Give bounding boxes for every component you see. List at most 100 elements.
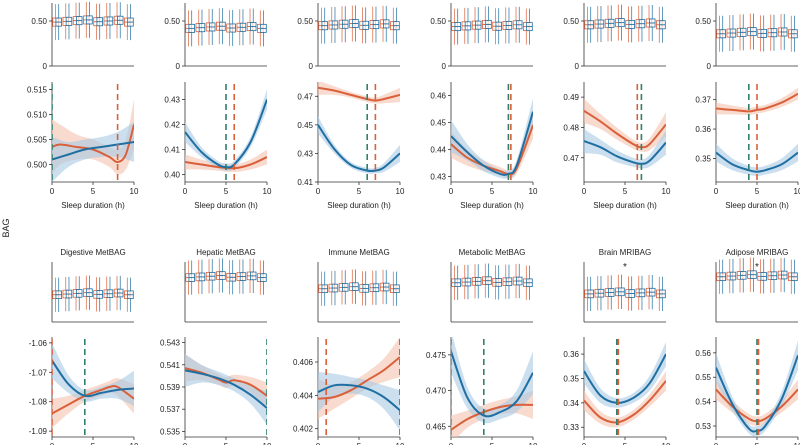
ci-band-blue: [318, 372, 400, 431]
x-tick-label: 5: [357, 442, 362, 445]
y-tick-label: 0.500: [27, 161, 48, 170]
y-tick-label: 0.465: [426, 422, 447, 431]
panel-r3-c3: 0.465 0.470 0.475 0 5 10: [426, 337, 538, 445]
x-axis-label: Sleep duration (h): [725, 201, 789, 210]
y-tick-label: 0.35: [563, 374, 579, 383]
plot-area: [451, 337, 533, 437]
panel-r2-c5: Adipose MRIBAG *: [715, 248, 798, 323]
y-tick-label: 0.47: [563, 154, 579, 163]
y-tick-label: 0.402: [293, 425, 314, 434]
panel-r0-c1: 00.50: [164, 3, 267, 71]
x-tick-label: 0: [316, 442, 321, 445]
y-tick-label: 0.541: [160, 361, 181, 370]
y-tick-label: 0.43: [297, 149, 313, 158]
series-line-blue: [185, 369, 267, 409]
y-tick-label: 0.50: [695, 17, 711, 26]
x-tick-label: 10: [263, 442, 272, 445]
panel-r0-c0: 00.50: [31, 1, 134, 71]
series-line-blue: [318, 383, 400, 412]
y-tick-label: 0: [176, 62, 181, 71]
panel-title: Hepatic MetBAG: [196, 248, 256, 257]
x-tick-label: 10: [396, 187, 405, 196]
significance-star: *: [623, 262, 627, 273]
series-line-blue: [52, 141, 134, 161]
x-tick-label: 10: [662, 187, 671, 196]
y-tick-label: 0.406: [293, 358, 314, 367]
y-tick-label: 0.50: [563, 17, 579, 26]
x-axis-label: Sleep duration (h): [61, 201, 125, 210]
plot-area: [451, 84, 533, 182]
y-tick-label: 0.543: [160, 339, 181, 348]
x-tick-label: 10: [662, 442, 671, 445]
plot-area: [716, 84, 798, 182]
y-tick-label: 0.46: [430, 92, 446, 101]
series-line-orange: [584, 380, 666, 424]
ci-band-blue: [584, 129, 666, 169]
y-tick-label: 0: [442, 62, 447, 71]
y-tick-label: 0.537: [160, 405, 181, 414]
panel-r2-c0: Digestive MetBAG: [51, 248, 134, 323]
ci-band-orange: [318, 337, 400, 419]
series-line-blue: [451, 350, 533, 418]
x-tick-label: 10: [263, 187, 272, 196]
series-line-orange: [52, 124, 134, 164]
panel-r2-c4: Brain MRIBAG *: [583, 248, 666, 323]
panel-title: Adipose MRIBAG: [726, 248, 789, 257]
series-line-orange: [52, 384, 134, 415]
series-line-blue: [716, 151, 798, 173]
y-tick-label: 0.34: [563, 399, 579, 408]
plot-area: [716, 339, 798, 437]
ci-band-blue: [584, 341, 666, 408]
x-tick-label: 5: [224, 442, 229, 445]
x-tick-label: 0: [183, 187, 188, 196]
y-tick-label: 0: [309, 62, 314, 71]
series-line-orange: [451, 124, 533, 176]
ci-band-blue: [185, 353, 267, 425]
panel-r0-c5: 00.50: [695, 3, 798, 71]
panel-r2-c3: Metabolic MetBAG: [450, 248, 533, 323]
series-line-orange: [584, 109, 666, 149]
y-tick-label: 0.404: [293, 391, 314, 400]
x-tick-label: 0: [714, 187, 719, 196]
x-tick-label: 10: [529, 187, 538, 196]
ci-band-blue: [451, 337, 533, 424]
y-tick-label: 0.42: [164, 121, 180, 130]
y-tick-label: 0.505: [27, 136, 48, 145]
panel-r0-c4: 00.50: [563, 3, 666, 71]
plot-area: [185, 339, 267, 437]
x-tick-label: 0: [449, 442, 454, 445]
panel-r1-c4: 0.47 0.48 0.49 0 5 10 Sleep duration (h): [563, 82, 671, 210]
y-tick-label: 0.475: [426, 351, 447, 360]
series-line-blue: [52, 359, 134, 398]
y-tick-label: 0.35: [695, 154, 711, 163]
series-line-blue: [451, 111, 533, 176]
y-tick-label: -1.09: [29, 427, 48, 436]
y-tick-label: 0: [43, 62, 48, 71]
x-tick-label: 5: [357, 187, 362, 196]
x-tick-label: 5: [91, 442, 96, 445]
x-tick-label: 10: [529, 442, 538, 445]
y-tick-label: 0.41: [164, 146, 180, 155]
ci-band-blue: [52, 342, 134, 407]
x-tick-label: 5: [623, 442, 628, 445]
panel-r3-c4: 0.33 0.34 0.35 0.36 0 5 10: [563, 337, 671, 445]
y-tick-label: 0: [707, 62, 712, 71]
series-line-orange: [451, 403, 533, 431]
series-line-blue: [584, 140, 666, 165]
y-tick-label: 0.50: [31, 17, 47, 26]
x-tick-label: 5: [490, 187, 495, 196]
y-tick-label: 0.50: [164, 17, 180, 26]
x-tick-label: 5: [755, 442, 760, 445]
x-axis-label: Sleep duration (h): [194, 201, 258, 210]
x-axis-label: Sleep duration (h): [327, 201, 391, 210]
panel-r3-c1: 0.535 0.537 0.539 0.541 0.543 0 5 10: [160, 337, 272, 445]
y-tick-label: 0.535: [160, 427, 181, 436]
y-tick-label: 0.56: [695, 349, 711, 358]
x-tick-label: 10: [130, 187, 139, 196]
plot-area: [185, 84, 267, 182]
x-tick-label: 5: [490, 442, 495, 445]
y-tick-label: 0.40: [164, 171, 180, 180]
plot-area: [584, 339, 666, 437]
y-tick-label: 0.43: [164, 96, 180, 105]
y-tick-label: 0.45: [297, 121, 313, 130]
